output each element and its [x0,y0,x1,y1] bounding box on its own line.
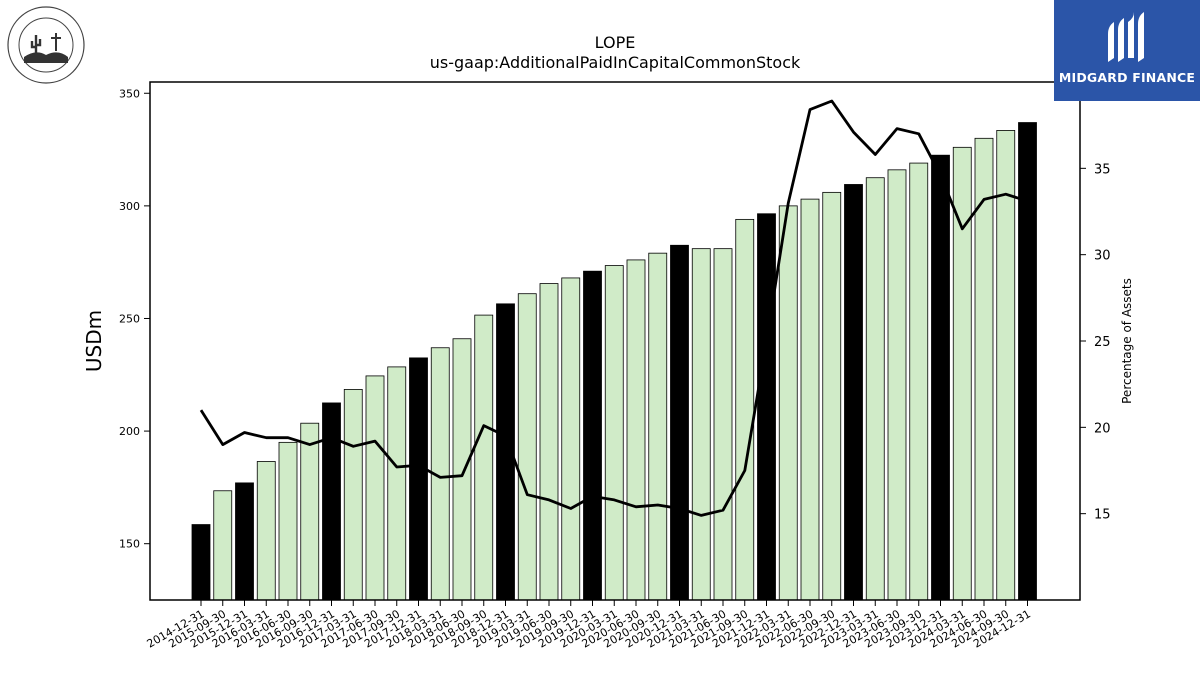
bar-2021-06-30 [713,248,733,601]
percentage-of-assets-line [199,99,1028,517]
y-axis-label-left: USDm [82,310,106,372]
bar-2017-06-30 [365,375,385,601]
bar-2021-09-30 [735,218,755,601]
bar-2017-09-30 [387,366,407,601]
bar-2020-12-31 [670,244,689,601]
bar-2023-09-30 [909,162,929,601]
bar-2024-12-31 [1018,122,1037,601]
bar-2021-03-31 [691,248,711,601]
bar-2022-09-30 [822,191,842,601]
chart-title: LOPE [595,33,636,52]
y-tick-label-left-200: 200 [119,425,140,438]
bar-2022-06-30 [800,198,820,601]
y-tick-label-right-30: 30 [1094,249,1111,264]
bar-2023-12-31 [931,154,950,601]
midgard-finance-logo: MIDGARD FINANCE [1054,0,1200,101]
bar-2024-09-30 [996,130,1016,601]
bar-2023-03-31 [865,177,885,601]
bar-2019-09-30 [561,277,581,601]
bar-2015-09-30 [213,490,233,601]
chart-subtitle: us-gaap:AdditionalPaidInCapitalCommonSto… [430,53,801,72]
x-axis: 2014-12-312015-09-302015-12-312016-03-31… [145,600,1033,651]
y-axis-label-right: Percentage of Assets [1120,278,1134,404]
bar-2017-03-31 [343,389,363,601]
bar-2021-12-31 [757,213,776,601]
y-tick-label-right-25: 25 [1094,335,1111,350]
bar-2015-12-31 [235,482,254,601]
bar-2016-09-30 [300,422,320,601]
bar-2019-12-31 [583,270,602,601]
y-tick-label-right-15: 15 [1094,508,1111,523]
bar-2016-03-31 [256,461,276,601]
bar-2018-06-30 [452,338,472,601]
midgard-emblem-icon [1108,12,1144,62]
bar-2022-12-31 [844,184,863,601]
y-tick-label-right-35: 35 [1094,162,1111,177]
y-tick-label-left-250: 250 [119,312,140,325]
bars [191,122,1037,601]
university-seal-logo [6,5,86,85]
bar-2016-06-30 [278,441,298,601]
y-axis-right: 15 20 25 30 35 [1080,162,1111,523]
bar-2019-06-30 [539,283,559,601]
bar-2020-06-30 [626,259,646,601]
bar-2017-12-31 [409,357,428,601]
bar-2014-12-31 [191,524,211,601]
y-tick-label-left-300: 300 [119,200,140,213]
y-tick-label-right-20: 20 [1094,421,1111,436]
bar-2023-06-30 [887,169,907,601]
bar-2020-03-31 [604,265,624,601]
bar-2020-09-30 [648,252,668,601]
midgard-finance-wordmark: MIDGARD FINANCE [1058,70,1196,85]
y-tick-label-left-350: 350 [119,87,140,100]
bar-2018-09-30 [474,314,494,601]
bar-2022-03-31 [778,205,798,601]
bar-2016-12-31 [322,402,341,601]
percentage-line-layer [199,99,1028,517]
y-tick-label-left-150: 150 [119,538,140,551]
bar-2019-03-31 [517,293,537,601]
y-axis-left: 150 200 250 300 350 [119,87,150,551]
